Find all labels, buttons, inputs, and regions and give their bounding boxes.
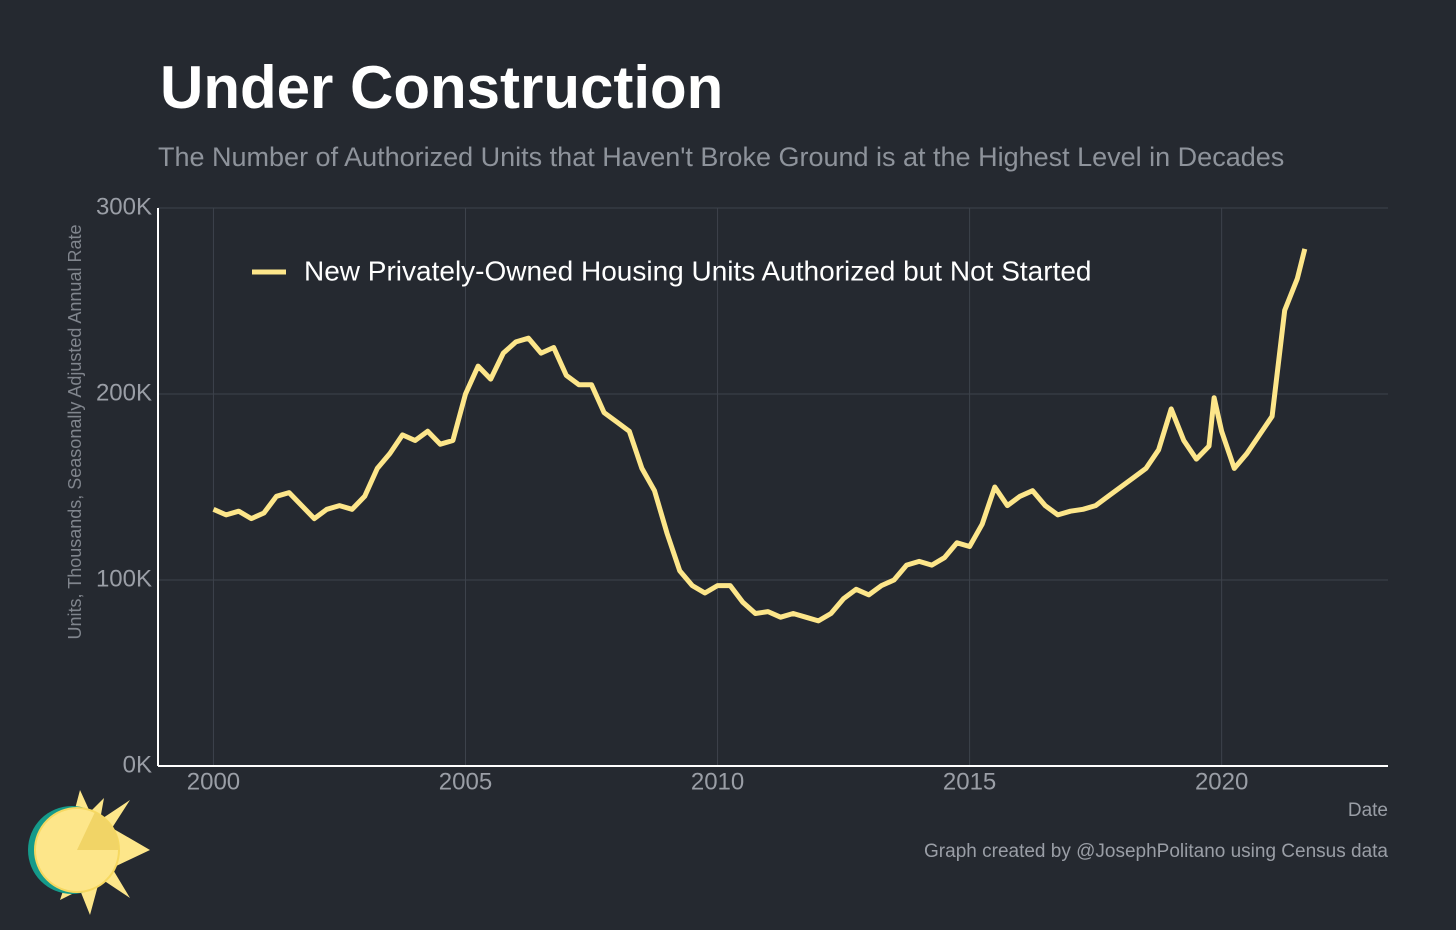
x-tick-label: 2010 (691, 768, 744, 795)
x-tick-label: 2000 (187, 768, 240, 795)
chart-title: Under Construction (160, 54, 723, 121)
x-axis-title: Date (1348, 800, 1388, 821)
y-tick-label: 0K (123, 751, 152, 778)
y-tick-label: 100K (96, 565, 152, 592)
x-tick-label: 2015 (943, 768, 996, 795)
data-line (212, 248, 1308, 624)
y-tick-label: 300K (96, 193, 152, 220)
caption: Graph created by @JosephPolitano using C… (924, 841, 1388, 862)
y-tick-label: 200K (96, 379, 152, 406)
logo (28, 790, 150, 915)
x-tick-label: 2020 (1195, 768, 1248, 795)
x-tick-label: 2005 (439, 768, 492, 795)
chart-subtitle: The Number of Authorized Units that Have… (158, 142, 1284, 172)
y-axis-title: Units, Thousands, Seasonally Adjusted An… (65, 225, 85, 640)
legend-label: New Privately-Owned Housing Units Author… (304, 255, 1092, 286)
